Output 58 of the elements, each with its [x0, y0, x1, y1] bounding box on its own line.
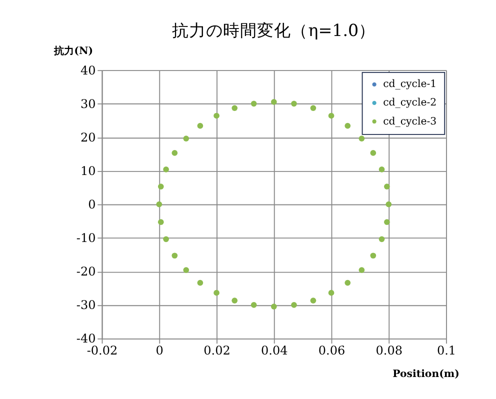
point — [328, 112, 334, 119]
point — [232, 105, 238, 111]
point — [378, 236, 385, 242]
point — [156, 201, 162, 208]
point — [270, 304, 277, 310]
point — [163, 166, 169, 172]
point — [158, 219, 164, 225]
point — [214, 112, 220, 119]
point — [384, 219, 390, 225]
point — [328, 290, 334, 296]
point — [291, 302, 297, 308]
y-tick-label: 40 — [80, 63, 96, 78]
legend-label: cd_cycle-2 — [383, 98, 437, 109]
point — [214, 290, 220, 296]
point — [250, 302, 257, 308]
x-tick-label: 0.08 — [376, 344, 402, 358]
point — [378, 166, 385, 172]
x-tick-label: 0.04 — [260, 344, 288, 358]
x-tick-label: 0.02 — [204, 344, 230, 358]
point — [197, 122, 204, 129]
point — [386, 201, 392, 208]
point — [172, 150, 178, 156]
chart-title: 抗力の時間変化（η=1.0） — [172, 20, 376, 40]
y-tick-label: -40 — [76, 332, 96, 346]
y-tick-label: -30 — [76, 298, 96, 312]
x-tick-label: 0.06 — [318, 344, 346, 358]
point — [310, 298, 316, 304]
point — [344, 280, 351, 286]
point — [183, 136, 190, 142]
point — [197, 280, 204, 286]
y-tick-label: 30 — [80, 96, 96, 111]
point — [358, 267, 365, 273]
point — [158, 184, 164, 190]
point — [370, 252, 376, 259]
legend-label: cd_cycle-1 — [383, 79, 437, 90]
point — [163, 236, 169, 242]
point — [232, 298, 238, 304]
point — [270, 99, 277, 105]
point — [310, 105, 316, 111]
point — [344, 122, 351, 129]
point — [172, 252, 178, 259]
y-axis-title: 抗力(N) — [53, 44, 94, 57]
y-tick-label: 0 — [88, 197, 96, 212]
point — [370, 150, 376, 156]
y-tick-label: 20 — [80, 130, 96, 144]
legend-label: cd_cycle-3 — [383, 116, 437, 128]
x-tick-label: -0.02 — [86, 344, 118, 358]
x-tick-label: 0 — [156, 344, 164, 358]
x-axis-title: Position(m) — [392, 368, 460, 380]
point — [384, 184, 390, 190]
point — [183, 267, 190, 273]
point — [291, 100, 297, 107]
y-tick-label: -20 — [76, 264, 96, 279]
y-tick-label: -10 — [76, 231, 96, 246]
point — [250, 100, 257, 107]
x-tick-label: 0.1 — [436, 344, 456, 358]
point — [358, 136, 365, 142]
y-tick-label: 10 — [80, 164, 96, 178]
